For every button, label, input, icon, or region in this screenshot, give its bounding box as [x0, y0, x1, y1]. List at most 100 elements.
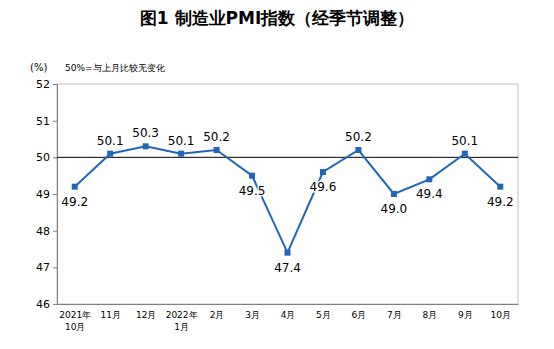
- x-tick-label-line: 10月: [491, 310, 511, 320]
- x-tick-label: 12月: [136, 310, 156, 320]
- x-tick-label-line: 2022年: [166, 310, 198, 320]
- baseline: [57, 157, 518, 158]
- x-tick-label-line: 1月: [174, 322, 189, 332]
- y-tick-label: 50: [36, 151, 50, 164]
- data-label: 50.1: [97, 134, 124, 148]
- marker: [178, 151, 184, 157]
- y-tick: 49: [36, 188, 57, 201]
- marker: [355, 147, 361, 153]
- x-tick-label-line: 6月: [352, 310, 367, 320]
- data-label: 49.6: [310, 180, 337, 194]
- y-tick-label: 52: [36, 78, 50, 91]
- marker: [72, 184, 78, 190]
- y-tick-label: 48: [36, 225, 50, 238]
- x-tick-label-line: 10月: [65, 322, 85, 332]
- x-tick-label: 2021年 10月: [59, 310, 91, 331]
- x-tick-label: 7月: [387, 310, 402, 320]
- x-tick: 3月: [245, 304, 260, 320]
- y-tick-label: 47: [36, 261, 50, 274]
- x-tick-label-line: 7月: [387, 310, 402, 320]
- y-tick-label: 46: [36, 298, 50, 311]
- x-tick-label: 3月: [245, 310, 260, 320]
- x-tick-label: 4月: [281, 310, 296, 320]
- y-tick-mark: [53, 231, 57, 232]
- marker: [497, 184, 503, 190]
- data-label: 49.4: [416, 187, 443, 201]
- data-label: 50.2: [345, 130, 372, 144]
- data-label: 49.0: [381, 202, 408, 216]
- x-tick: 2月: [210, 304, 225, 320]
- x-axis: 2021年 10月 11月 12月 2022年 1月 2月 3月 4月 5月 6月 7月 8月 9月 10月: [58, 304, 519, 332]
- x-tick: 10月: [491, 304, 511, 320]
- y-axis: 46 47 48 49 50 51 52: [36, 78, 58, 311]
- data-label: 49.5: [239, 184, 266, 198]
- y-axis-line: [53, 85, 58, 305]
- x-tick-label-line: 2月: [210, 310, 225, 320]
- x-tick: 8月: [422, 304, 437, 320]
- y-tick-label: 51: [36, 115, 50, 128]
- y-tick: 50: [36, 151, 57, 164]
- y-label: (%): [30, 62, 47, 73]
- chart: 图1 制造业PMI指数（经季节调整）(%)50%=与上月比较无变化4647484…: [0, 0, 554, 349]
- y-tick-mark: [53, 84, 57, 85]
- marker: [143, 143, 149, 149]
- x-axis-line: [58, 304, 519, 305]
- y-tick: 52: [36, 78, 57, 91]
- y-tick: 47: [36, 261, 57, 274]
- title: 图1 制造业PMI指数（经季节调整）: [140, 8, 414, 28]
- x-tick-label-line: 9月: [458, 310, 473, 320]
- x-tick-label-line: 12月: [136, 310, 156, 320]
- x-tick-label: 6月: [352, 310, 367, 320]
- x-tick: 9月: [458, 304, 473, 320]
- y-tick-mark: [53, 304, 57, 305]
- data-label: 50.1: [168, 134, 195, 148]
- annotation: 50%=与上月比较无变化: [65, 63, 165, 73]
- x-tick: 11月: [100, 304, 120, 320]
- marker: [426, 176, 432, 182]
- data-label: 50.2: [203, 130, 230, 144]
- x-tick-label: 5月: [316, 310, 331, 320]
- y-tick-mark: [53, 157, 57, 158]
- data-label: 49.2: [61, 195, 88, 209]
- x-tick-label-line: 5月: [316, 310, 331, 320]
- y-tick: 46: [36, 298, 57, 311]
- marker: [462, 151, 468, 157]
- marker: [214, 147, 220, 153]
- x-tick: 12月: [136, 304, 156, 320]
- x-tick: 5月: [316, 304, 331, 320]
- marker: [391, 191, 397, 197]
- data-label: 47.4: [274, 261, 301, 275]
- marker: [285, 250, 291, 256]
- plot-frame: [57, 84, 518, 304]
- marker: [320, 169, 326, 175]
- y-tick: 48: [36, 225, 57, 238]
- x-tick-label: 9月: [458, 310, 473, 320]
- series-line: [75, 146, 501, 252]
- x-tick: 7月: [387, 304, 402, 320]
- y-tick-mark: [53, 194, 57, 195]
- data-label: 49.2: [487, 195, 514, 209]
- data-label: 50.1: [451, 134, 478, 148]
- x-tick-label: 2月: [210, 310, 225, 320]
- x-tick: 4月: [281, 304, 296, 320]
- plot-area: [72, 143, 504, 255]
- data-labels: 49.2 50.1 50.3 50.1 50.2 49.5 47.4 49.6 50.2 49.0…: [61, 126, 513, 274]
- marker: [107, 151, 113, 157]
- x-tick-label-line: 4月: [281, 310, 296, 320]
- x-tick-label-line: 8月: [422, 310, 437, 320]
- marker: [249, 173, 255, 179]
- x-tick-label: 10月: [491, 310, 511, 320]
- x-tick-label-line: 2021年: [59, 310, 91, 320]
- x-tick: 2022年 1月: [166, 304, 198, 332]
- x-tick-label: 8月: [422, 310, 437, 320]
- y-tick-mark: [53, 267, 57, 268]
- x-tick: 6月: [352, 304, 367, 320]
- x-tick-label-line: 11月: [100, 310, 120, 320]
- x-tick-label-line: 3月: [245, 310, 260, 320]
- data-label: 50.3: [132, 126, 159, 140]
- x-tick-label: 11月: [100, 310, 120, 320]
- y-tick-label: 49: [36, 188, 50, 201]
- y-tick-mark: [53, 121, 57, 122]
- x-tick-label: 2022年 1月: [166, 310, 198, 331]
- y-tick: 51: [36, 115, 57, 128]
